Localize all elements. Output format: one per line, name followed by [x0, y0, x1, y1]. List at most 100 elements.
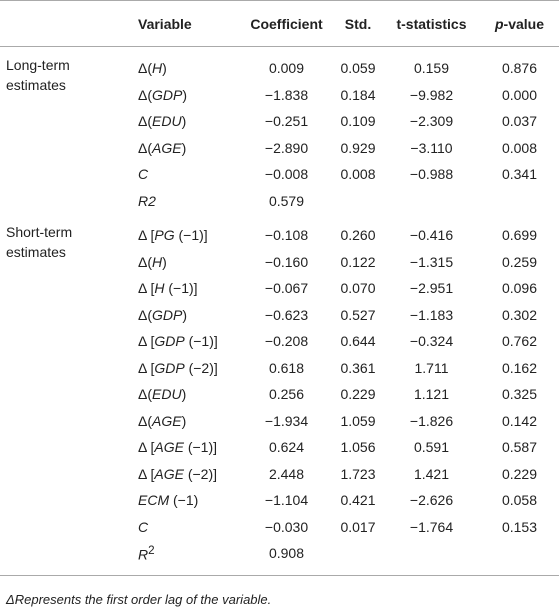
- value-cell: 0.017: [340, 518, 376, 535]
- variable-part: C: [138, 166, 149, 183]
- variable-cell: Δ [GDP (−1)]: [130, 328, 240, 355]
- value-cell: 1.059: [340, 412, 376, 429]
- variable-part: ): [181, 113, 187, 130]
- header-cell: Coefficient: [240, 0, 333, 47]
- value-cell: 0.008: [501, 139, 538, 156]
- value-cell: −1.764: [409, 518, 454, 535]
- variable-part: Δ [: [138, 280, 155, 297]
- variable-cell: Δ(AGE): [130, 135, 240, 162]
- value-cell: −0.208: [264, 333, 309, 350]
- value-cell: −0.988: [409, 166, 454, 183]
- value-cell: −3.110: [410, 139, 453, 156]
- variable-part: C: [138, 518, 149, 535]
- variable-part: ): [181, 412, 187, 429]
- table-row: Δ [GDP (−2)] 0.618 0.361 1.711 0.162: [0, 355, 559, 382]
- variable-part: Δ(: [138, 412, 153, 429]
- empty-cell: [480, 188, 559, 215]
- variable-part: R: [138, 546, 149, 563]
- value-cell: 0.527: [340, 306, 376, 323]
- value-cell: 0.256: [268, 386, 305, 403]
- value-cell: 2.448: [268, 465, 305, 482]
- header-row: Variable Coefficient Std. t-statistics p…: [0, 0, 559, 47]
- variable-cell: Δ(AGE): [130, 408, 240, 435]
- value-cell: −0.008: [264, 166, 309, 183]
- variable-part: Δ [: [138, 465, 155, 482]
- value-cell: −2.951: [409, 280, 454, 297]
- value-cell: −0.416: [409, 227, 454, 244]
- variable-part: Δ(: [138, 86, 153, 103]
- variable-cell: Δ [AGE (−2)]: [130, 461, 240, 488]
- value-cell: 0.009: [268, 60, 305, 77]
- value-cell: 0.142: [501, 412, 538, 429]
- value-cell: −9.982: [409, 86, 454, 103]
- value-cell: 0.341: [501, 166, 538, 183]
- header-cell: [0, 0, 130, 47]
- value-cell: 0.325: [501, 386, 538, 403]
- table-row: Δ [AGE (−2)] 2.448 1.723 1.421 0.229: [0, 461, 559, 488]
- table-row: Δ(AGE) −1.934 1.059 −1.826 0.142: [0, 408, 559, 435]
- variable-part: ): [162, 60, 167, 77]
- table-row: Δ(GDP) −0.623 0.527 −1.183 0.302: [0, 302, 559, 329]
- value-cell: −0.108: [264, 227, 309, 244]
- value-cell: 0.876: [501, 60, 538, 77]
- variable-part: (−1)]: [184, 333, 218, 350]
- value-cell: 1.056: [340, 439, 376, 456]
- value-cell: −0.067: [264, 280, 309, 297]
- header-part: -value: [503, 15, 545, 32]
- value-cell: 0.037: [501, 113, 538, 130]
- variable-part: Δ [: [138, 439, 155, 456]
- variable-part: R2: [138, 192, 156, 209]
- table-row: Δ [H (−1)] −0.067 0.070 −2.951 0.096: [0, 275, 559, 302]
- value-cell: 0.159: [413, 60, 450, 77]
- value-cell: 0.153: [501, 518, 538, 535]
- variable-cell: C: [130, 514, 240, 541]
- group-label: Short-term estimates: [6, 224, 73, 260]
- group-cell: Long-term estimates: [0, 47, 130, 215]
- value-cell: 0.184: [340, 86, 376, 103]
- value-cell: 0.644: [340, 333, 376, 350]
- footnote-part: Represents the first order lag of the va…: [14, 591, 272, 607]
- table-row: Δ(AGE) −2.890 0.929 −3.110 0.008: [0, 135, 559, 162]
- value-cell: 0.929: [340, 139, 376, 156]
- value-cell: −0.251: [264, 113, 309, 130]
- value-cell: 0.618: [268, 359, 305, 376]
- header-cell: Std.: [333, 0, 383, 47]
- value-cell: −1.934: [264, 412, 309, 429]
- empty-cell: [480, 540, 559, 567]
- variable-cell: Δ [GDP (−2)]: [130, 355, 240, 382]
- value-cell: 0.058: [501, 492, 538, 509]
- variable-part: ): [182, 306, 188, 323]
- table-row: Δ [GDP (−1)] −0.208 0.644 −0.324 0.762: [0, 328, 559, 355]
- variable-part: Δ(: [138, 306, 153, 323]
- value-cell: 1.421: [413, 465, 450, 482]
- value-cell: 0.008: [340, 166, 376, 183]
- table-row: R2 0.908: [0, 540, 559, 567]
- value-cell: 0.587: [501, 439, 538, 456]
- table-row: Δ(EDU) −0.251 0.109 −2.309 0.037: [0, 108, 559, 135]
- value-cell: 0.421: [340, 492, 376, 509]
- variable-part: GDP: [152, 306, 183, 323]
- value-cell: 0.361: [340, 359, 376, 376]
- table-row: C −0.008 0.008 −0.988 0.341: [0, 161, 559, 188]
- variable-part: AGE: [154, 439, 184, 456]
- value-cell: 0.109: [340, 113, 376, 130]
- value-cell: 0.259: [501, 253, 538, 270]
- table-row: Δ(GDP) −1.838 0.184 −9.982 0.000: [0, 82, 559, 109]
- variable-cell: C: [130, 161, 240, 188]
- value-cell: 0.699: [501, 227, 538, 244]
- variable-part: EDU: [152, 386, 182, 403]
- table-row: C −0.030 0.017 −1.764 0.153: [0, 514, 559, 541]
- header-part: p: [494, 15, 504, 32]
- variable-cell: Δ(EDU): [130, 381, 240, 408]
- variable-cell: Δ(GDP): [130, 82, 240, 109]
- value-cell: 1.121: [413, 386, 450, 403]
- variable-cell: Δ(GDP): [130, 302, 240, 329]
- table-body: Long-term estimates Δ(H) 0.009 0.059 0.159 0.…: [0, 47, 559, 567]
- value-cell: 0.762: [501, 333, 538, 350]
- empty-cell: [333, 540, 383, 567]
- variable-part: Δ(: [138, 386, 153, 403]
- group-label: Long-term estimates: [6, 57, 70, 93]
- variable-part: Δ [: [138, 227, 155, 244]
- variable-part: AGE: [154, 465, 184, 482]
